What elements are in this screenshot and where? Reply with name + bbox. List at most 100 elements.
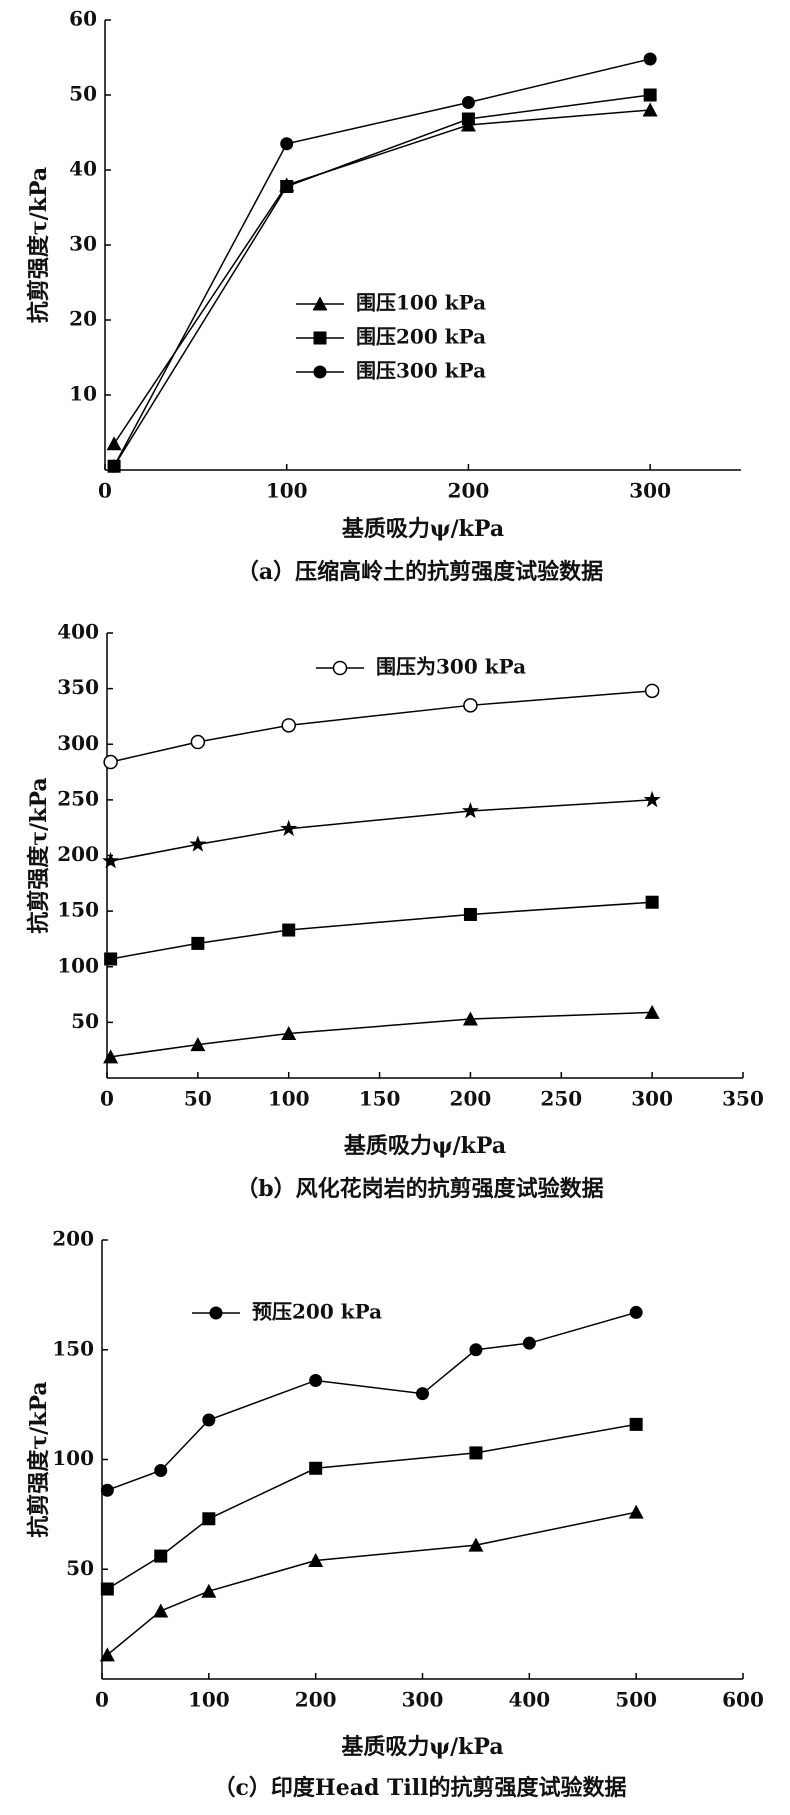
marker-circle [202, 1413, 216, 1427]
y-tick-label: 40 [69, 157, 97, 181]
marker-square [309, 1461, 323, 1475]
y-tick-label: 30 [69, 232, 97, 256]
marker-triangle [103, 1049, 119, 1064]
marker-triangle [312, 296, 328, 311]
x-tick-label: 100 [268, 1087, 310, 1111]
y-tick-label: 50 [69, 82, 97, 106]
x-tick-label: 200 [448, 479, 490, 503]
y-tick-label: 300 [57, 731, 99, 755]
series-line [110, 690, 653, 763]
x-tick-label: 400 [508, 1688, 550, 1712]
legend-label: 围压100 kPa [356, 291, 486, 315]
marker-square [191, 936, 205, 950]
marker-star [102, 852, 120, 869]
marker-circle [629, 1305, 643, 1319]
marker-open-circle [103, 754, 118, 770]
x-tick-label: 300 [402, 1688, 444, 1712]
marker-open-circle [332, 660, 348, 676]
marker-circle [154, 1463, 168, 1477]
marker-square [463, 907, 477, 921]
y-tick-label: 10 [69, 382, 97, 406]
x-tick-label: 200 [295, 1688, 337, 1712]
series-line [106, 1511, 637, 1656]
marker-triangle [106, 436, 122, 451]
y-tick-label: 20 [69, 307, 97, 331]
x-axis-label: 基质吸力ψ/kPa [341, 1734, 503, 1760]
marker-circle [107, 459, 121, 473]
marker-triangle [153, 1603, 169, 1618]
x-tick-label: 500 [615, 1688, 657, 1712]
y-tick-label: 400 [57, 620, 99, 644]
marker-triangle [308, 1552, 324, 1567]
y-tick-label: 100 [57, 953, 99, 977]
marker-triangle [462, 1011, 478, 1026]
x-tick-label: 600 [722, 1688, 764, 1712]
caption: （a）压缩高岭土的抗剪强度试验数据 [237, 559, 603, 585]
marker-circle [643, 52, 657, 66]
x-axis-label: 基质吸力ψ/kPa [344, 1133, 506, 1159]
marker-triangle [468, 1537, 484, 1552]
series-line [110, 901, 653, 960]
caption: （b）风化花岗岩的抗剪强度试验数据 [236, 1176, 603, 1202]
marker-star [189, 835, 207, 852]
marker-circle [313, 365, 327, 379]
marker-open-circle [644, 683, 660, 699]
x-tick-label: 0 [100, 1087, 114, 1111]
x-tick-label: 50 [184, 1087, 212, 1111]
series-line [113, 94, 651, 467]
marker-triangle [99, 1647, 115, 1662]
y-tick-label: 50 [71, 1009, 99, 1033]
marker-triangle [628, 1504, 644, 1519]
marker-triangle [190, 1037, 206, 1052]
marker-star [643, 790, 661, 808]
x-tick-label: 100 [188, 1688, 230, 1712]
series-line [113, 58, 651, 467]
marker-square [643, 88, 657, 102]
marker-square [629, 1417, 643, 1431]
marker-star [461, 802, 479, 819]
marker-circle [100, 1483, 114, 1497]
marker-square [104, 952, 118, 966]
series-line [110, 799, 653, 862]
y-tick-label: 200 [52, 1227, 94, 1251]
y-tick-label: 50 [66, 1556, 94, 1580]
y-axis-label: 抗剪强度τ/kPa [26, 1381, 52, 1537]
marker-open-circle [281, 718, 296, 733]
x-tick-label: 250 [540, 1087, 582, 1111]
marker-circle [469, 1343, 483, 1357]
x-tick-label: 300 [631, 1087, 673, 1111]
x-tick-label: 0 [98, 479, 112, 503]
series-line [113, 109, 651, 445]
y-axis-label: 抗剪强度τ/kPa [26, 167, 52, 323]
marker-triangle [281, 1026, 297, 1040]
x-tick-label: 200 [450, 1087, 492, 1111]
marker-circle [209, 1306, 223, 1320]
y-tick-label: 350 [57, 675, 99, 699]
marker-circle [280, 137, 294, 151]
legend-label: 围压为300 kPa [376, 655, 526, 679]
marker-open-circle [190, 734, 206, 750]
marker-circle [416, 1387, 429, 1401]
series-line [106, 1423, 637, 1590]
marker-square [154, 1549, 168, 1563]
marker-star [280, 819, 298, 837]
marker-circle [522, 1336, 536, 1350]
marker-square [280, 180, 294, 193]
marker-square [461, 112, 475, 126]
legend-label: 预压200 kPa [252, 1300, 382, 1324]
marker-circle [309, 1373, 323, 1387]
marker-circle [461, 96, 475, 109]
y-tick-label: 250 [57, 786, 99, 810]
x-tick-label: 150 [359, 1087, 401, 1111]
y-axis-label: 抗剪强度τ/kPa [26, 777, 52, 933]
marker-triangle [201, 1583, 217, 1598]
marker-square [469, 1446, 483, 1460]
caption: （c）印度Head Till的抗剪强度试验数据 [214, 1775, 627, 1801]
x-axis-label: 基质吸力ψ/kPa [342, 516, 504, 542]
y-tick-label: 60 [69, 7, 97, 31]
x-tick-label: 300 [629, 479, 671, 503]
y-tick-label: 200 [57, 842, 99, 866]
marker-triangle [644, 1004, 660, 1019]
y-tick-label: 150 [52, 1336, 94, 1360]
legend-label: 围压300 kPa [356, 359, 486, 383]
